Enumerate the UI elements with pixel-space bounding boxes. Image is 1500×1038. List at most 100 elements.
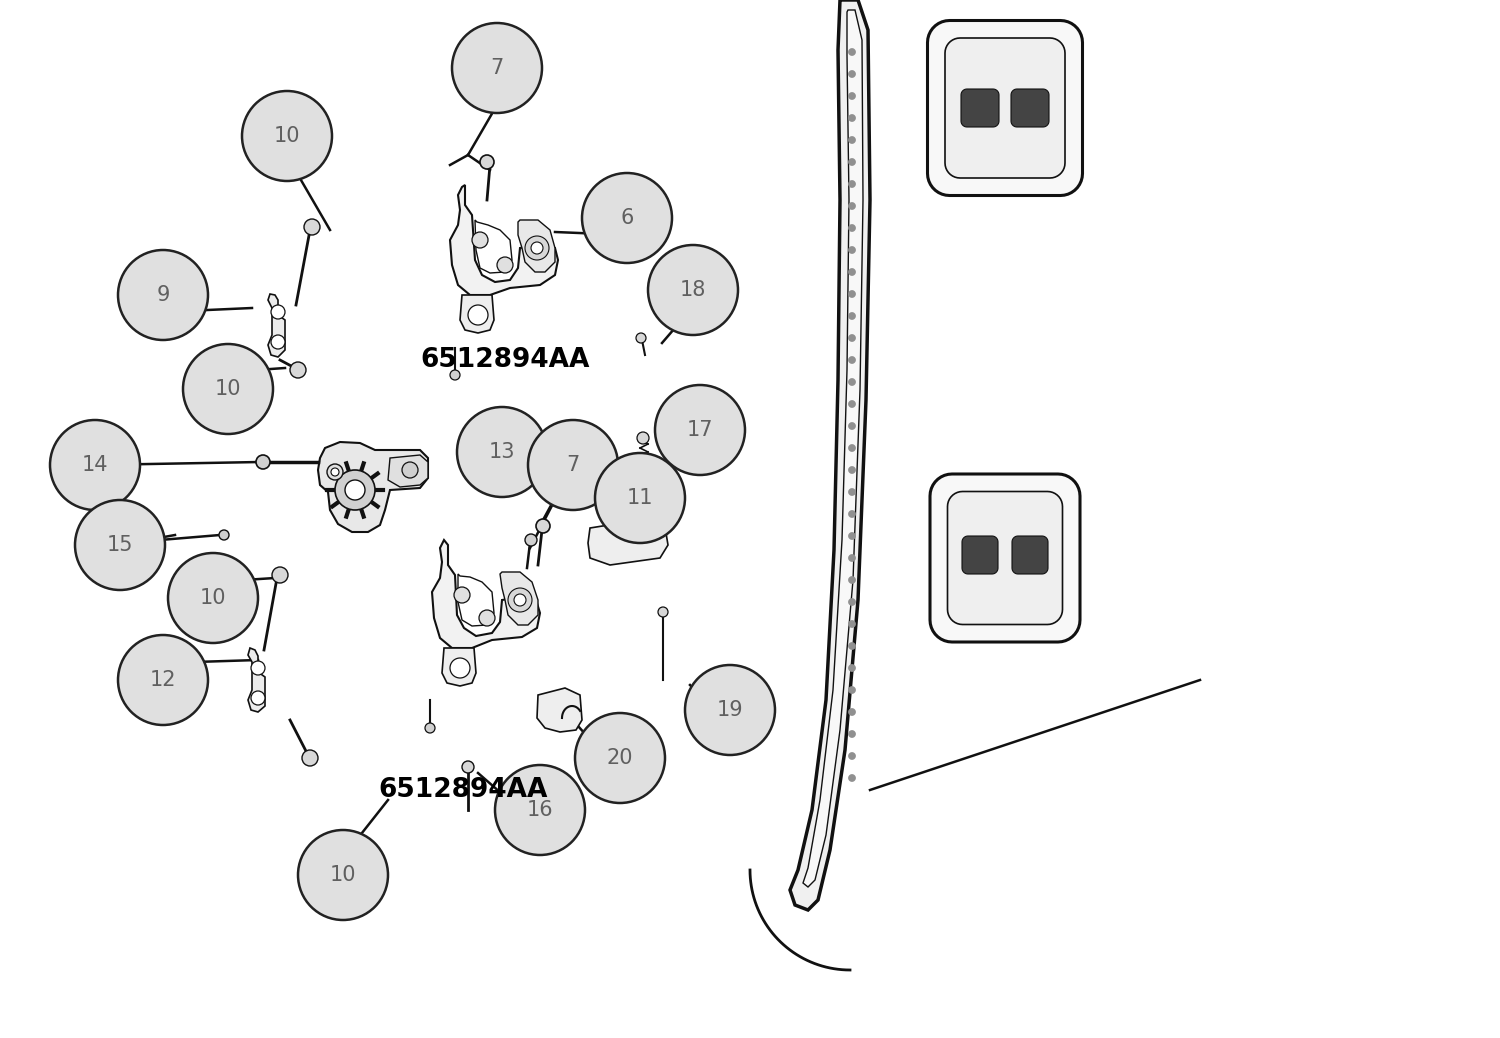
Ellipse shape [849,181,855,188]
Ellipse shape [849,224,855,231]
Ellipse shape [849,401,855,408]
Ellipse shape [402,462,418,479]
Polygon shape [388,455,427,487]
Ellipse shape [849,269,855,275]
Polygon shape [318,442,428,532]
Ellipse shape [849,422,855,430]
Ellipse shape [849,489,855,495]
Ellipse shape [75,500,165,590]
Ellipse shape [849,753,855,760]
Polygon shape [450,185,558,295]
Ellipse shape [251,691,266,705]
Text: 6: 6 [621,208,633,228]
Ellipse shape [849,576,855,583]
Ellipse shape [849,554,855,562]
Ellipse shape [472,233,488,248]
Ellipse shape [849,312,855,320]
Text: 7: 7 [490,58,504,78]
Text: 20: 20 [606,748,633,768]
Ellipse shape [183,344,273,434]
Ellipse shape [458,407,548,497]
Ellipse shape [596,453,686,543]
Text: 14: 14 [82,455,108,475]
Ellipse shape [304,219,320,235]
Ellipse shape [849,334,855,342]
Ellipse shape [528,420,618,510]
Polygon shape [1013,536,1048,574]
Text: 7: 7 [567,455,579,475]
Polygon shape [962,536,998,574]
Ellipse shape [849,731,855,738]
Ellipse shape [454,588,470,603]
Ellipse shape [345,480,364,500]
Ellipse shape [272,567,288,583]
Ellipse shape [849,709,855,715]
Ellipse shape [849,621,855,628]
Ellipse shape [496,257,513,273]
Ellipse shape [849,444,855,452]
Polygon shape [962,89,999,127]
Ellipse shape [849,664,855,672]
Text: 11: 11 [627,488,654,508]
Polygon shape [945,38,1065,177]
Ellipse shape [638,474,650,486]
Polygon shape [537,688,582,732]
Ellipse shape [327,464,344,480]
Text: 13: 13 [489,442,516,462]
Ellipse shape [849,686,855,693]
Ellipse shape [509,588,532,612]
Ellipse shape [636,333,646,343]
Polygon shape [518,220,555,272]
Polygon shape [248,648,266,712]
Text: 18: 18 [680,280,706,300]
Ellipse shape [849,71,855,78]
Ellipse shape [656,385,746,475]
Ellipse shape [658,607,668,617]
Text: 9: 9 [156,285,170,305]
Ellipse shape [536,519,550,532]
Ellipse shape [686,665,776,755]
Ellipse shape [849,356,855,363]
Ellipse shape [450,658,470,678]
Polygon shape [442,648,476,686]
Text: 10: 10 [273,126,300,146]
Ellipse shape [849,202,855,210]
Polygon shape [948,492,1062,625]
Polygon shape [268,294,285,357]
Ellipse shape [849,379,855,385]
Ellipse shape [50,420,140,510]
Ellipse shape [452,23,542,113]
Ellipse shape [849,774,855,782]
Ellipse shape [332,468,339,476]
Polygon shape [458,574,494,626]
Text: 10: 10 [214,379,242,399]
Text: 6512894AA: 6512894AA [378,777,548,803]
Polygon shape [432,540,540,648]
Ellipse shape [849,599,855,605]
Text: 12: 12 [150,670,177,690]
Polygon shape [1011,89,1048,127]
Ellipse shape [582,173,672,263]
Ellipse shape [849,291,855,298]
Ellipse shape [638,432,650,444]
Ellipse shape [849,159,855,165]
Ellipse shape [272,335,285,349]
Ellipse shape [272,305,285,319]
Polygon shape [802,10,862,887]
Ellipse shape [468,305,488,325]
Ellipse shape [118,635,208,725]
Text: 16: 16 [526,800,554,820]
Ellipse shape [648,245,738,335]
Ellipse shape [849,114,855,121]
Ellipse shape [168,553,258,643]
Ellipse shape [219,530,230,540]
Ellipse shape [118,250,208,340]
Ellipse shape [531,242,543,254]
Ellipse shape [242,91,332,181]
Text: 17: 17 [687,420,714,440]
Polygon shape [460,295,494,333]
Ellipse shape [480,155,494,169]
Polygon shape [930,474,1080,641]
Text: 15: 15 [106,535,134,555]
Ellipse shape [525,534,537,546]
